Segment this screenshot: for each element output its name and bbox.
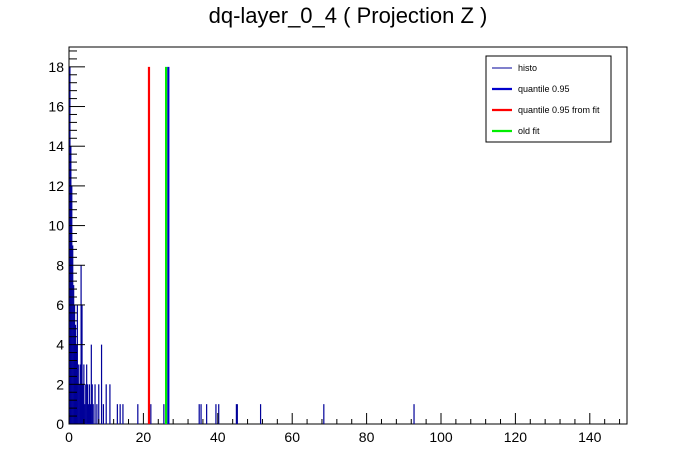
histogram-bar [87, 404, 90, 424]
y-tick-label: 16 [48, 99, 64, 115]
histogram-bar [235, 404, 237, 424]
histogram-bar [206, 404, 208, 424]
legend-label: old fit [518, 126, 540, 136]
legend-box [485, 55, 612, 143]
histogram-bar [150, 404, 152, 424]
y-tick-label: 6 [56, 297, 64, 313]
histogram-bar [89, 404, 91, 424]
y-tick-label: 10 [48, 218, 64, 234]
legend-label: histo [518, 63, 537, 73]
histogram-bar [69, 66, 71, 424]
histogram-bar [413, 404, 415, 424]
y-tick-label: 2 [56, 376, 64, 392]
histogram-bar [91, 384, 93, 424]
histogram-bar [163, 404, 165, 424]
x-tick-label: 20 [136, 429, 152, 445]
histogram-bar [78, 384, 80, 424]
histogram-bar [90, 344, 92, 424]
histogram-bar [200, 404, 202, 424]
legend-label: quantile 0.95 [518, 84, 570, 94]
y-tick-label: 18 [48, 59, 64, 75]
histogram-bar [84, 404, 86, 424]
histogram-bar [70, 146, 72, 424]
histogram-bar [323, 404, 325, 424]
histogram-bar [81, 304, 83, 424]
histogram-bar [105, 384, 107, 424]
histogram-bar [72, 245, 74, 424]
histogram-bar [83, 364, 85, 424]
histogram-bar [96, 404, 98, 424]
histogram-bar [79, 364, 81, 424]
histogram-bar [82, 384, 84, 424]
histogram-bar [215, 404, 217, 424]
histogram-bar [116, 404, 118, 424]
histogram-bar [218, 404, 220, 424]
histogram-bar [76, 304, 78, 424]
histogram-bar [137, 404, 139, 424]
x-tick-label: 40 [210, 429, 226, 445]
histogram-bar [122, 404, 124, 424]
chart-title: dq-layer_0_4 ( Projection Z ) [209, 3, 488, 28]
quantile-lines [147, 66, 170, 424]
histogram-bar [259, 404, 262, 424]
histogram-bar [88, 384, 91, 424]
x-tick-label: 120 [504, 429, 528, 445]
y-tick-label: 0 [56, 416, 64, 432]
y-tick-label: 8 [56, 257, 64, 273]
y-tick-label: 12 [48, 178, 64, 194]
histogram-bar [119, 404, 121, 424]
histogram-bar [236, 404, 238, 424]
axes: 0 20 40 60 80 100 120 140 0 2 4 6 8 10 12 14 16 18 [48, 50, 621, 445]
x-tick-label: 100 [429, 429, 453, 445]
legend-label: quantile 0.95 from fit [518, 105, 600, 115]
plot-frame [68, 46, 628, 425]
x-tick-label: 80 [359, 429, 375, 445]
x-tick-label: 0 [65, 429, 73, 445]
histogram-bar [94, 384, 96, 424]
x-tick-label: 140 [578, 429, 602, 445]
x-tick-label: 60 [284, 429, 300, 445]
histogram-bar [86, 364, 88, 424]
histogram-bar [73, 304, 76, 424]
legend: histo quantile 0.95 quantile 0.95 from fit… [485, 55, 612, 143]
histogram-bar [73, 285, 75, 424]
histogram-bar [77, 364, 79, 424]
histogram-bar [92, 404, 94, 424]
histogram-bar [98, 384, 100, 424]
histogram-bar [198, 404, 200, 424]
histogram-bar [100, 344, 103, 424]
histogram-bars [69, 66, 415, 424]
histogram-bar [74, 324, 77, 424]
histogram-bar [87, 384, 89, 424]
histogram-bar [109, 384, 111, 424]
histogram-bar [102, 404, 105, 424]
histogram-bar [85, 384, 87, 424]
y-tick-label: 14 [48, 138, 64, 154]
y-tick-label: 4 [56, 337, 64, 353]
